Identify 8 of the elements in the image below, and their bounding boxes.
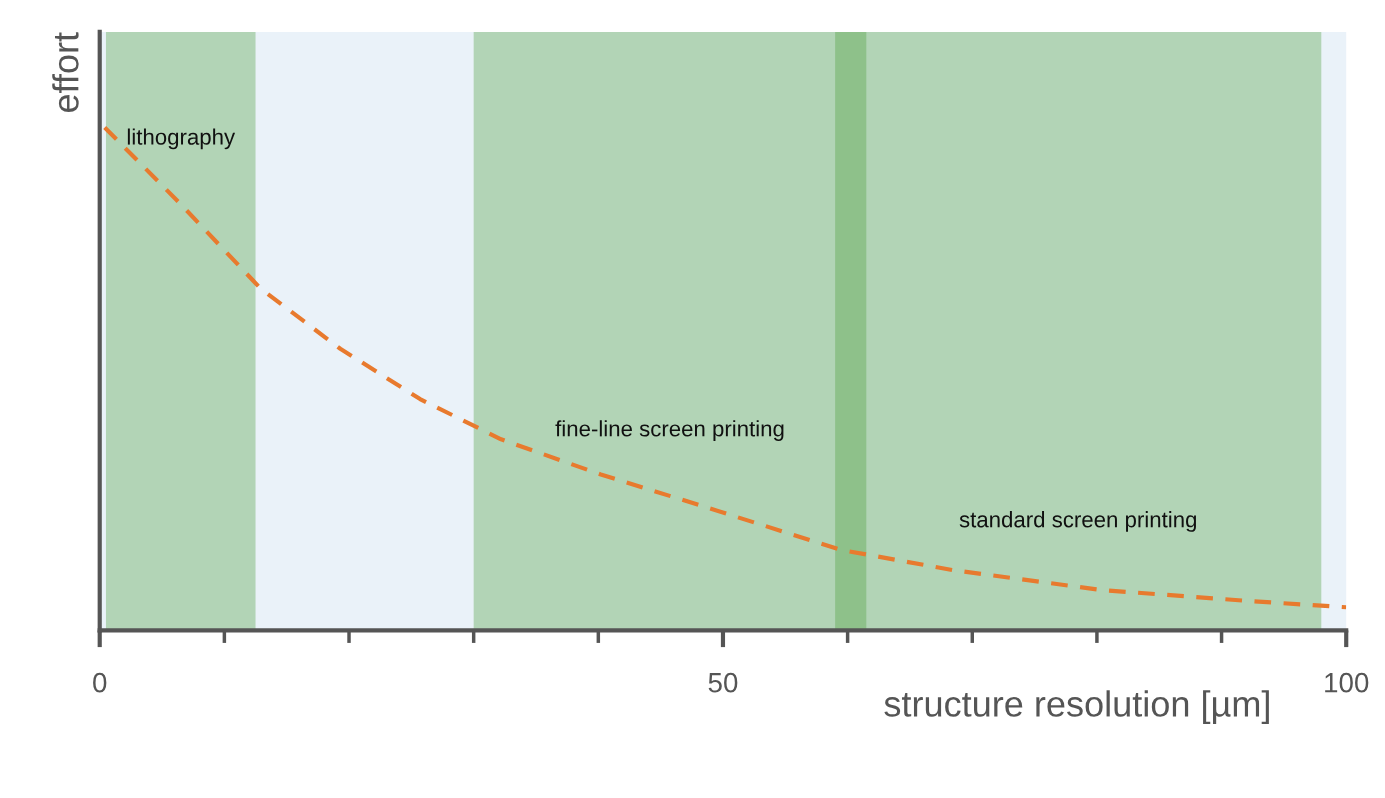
x-tick-label: 0 <box>93 672 107 693</box>
x-tick-label: 50 <box>708 672 738 693</box>
band-label: lithography <box>127 128 236 150</box>
y-axis-title: effort <box>52 32 79 113</box>
x-axis-title: structure resolution [µm] <box>884 690 1269 724</box>
band-label: standard screen printing <box>959 511 1197 532</box>
x-tick-label: 100 <box>1325 672 1369 693</box>
band-label: fine-line screen printing <box>555 420 784 441</box>
